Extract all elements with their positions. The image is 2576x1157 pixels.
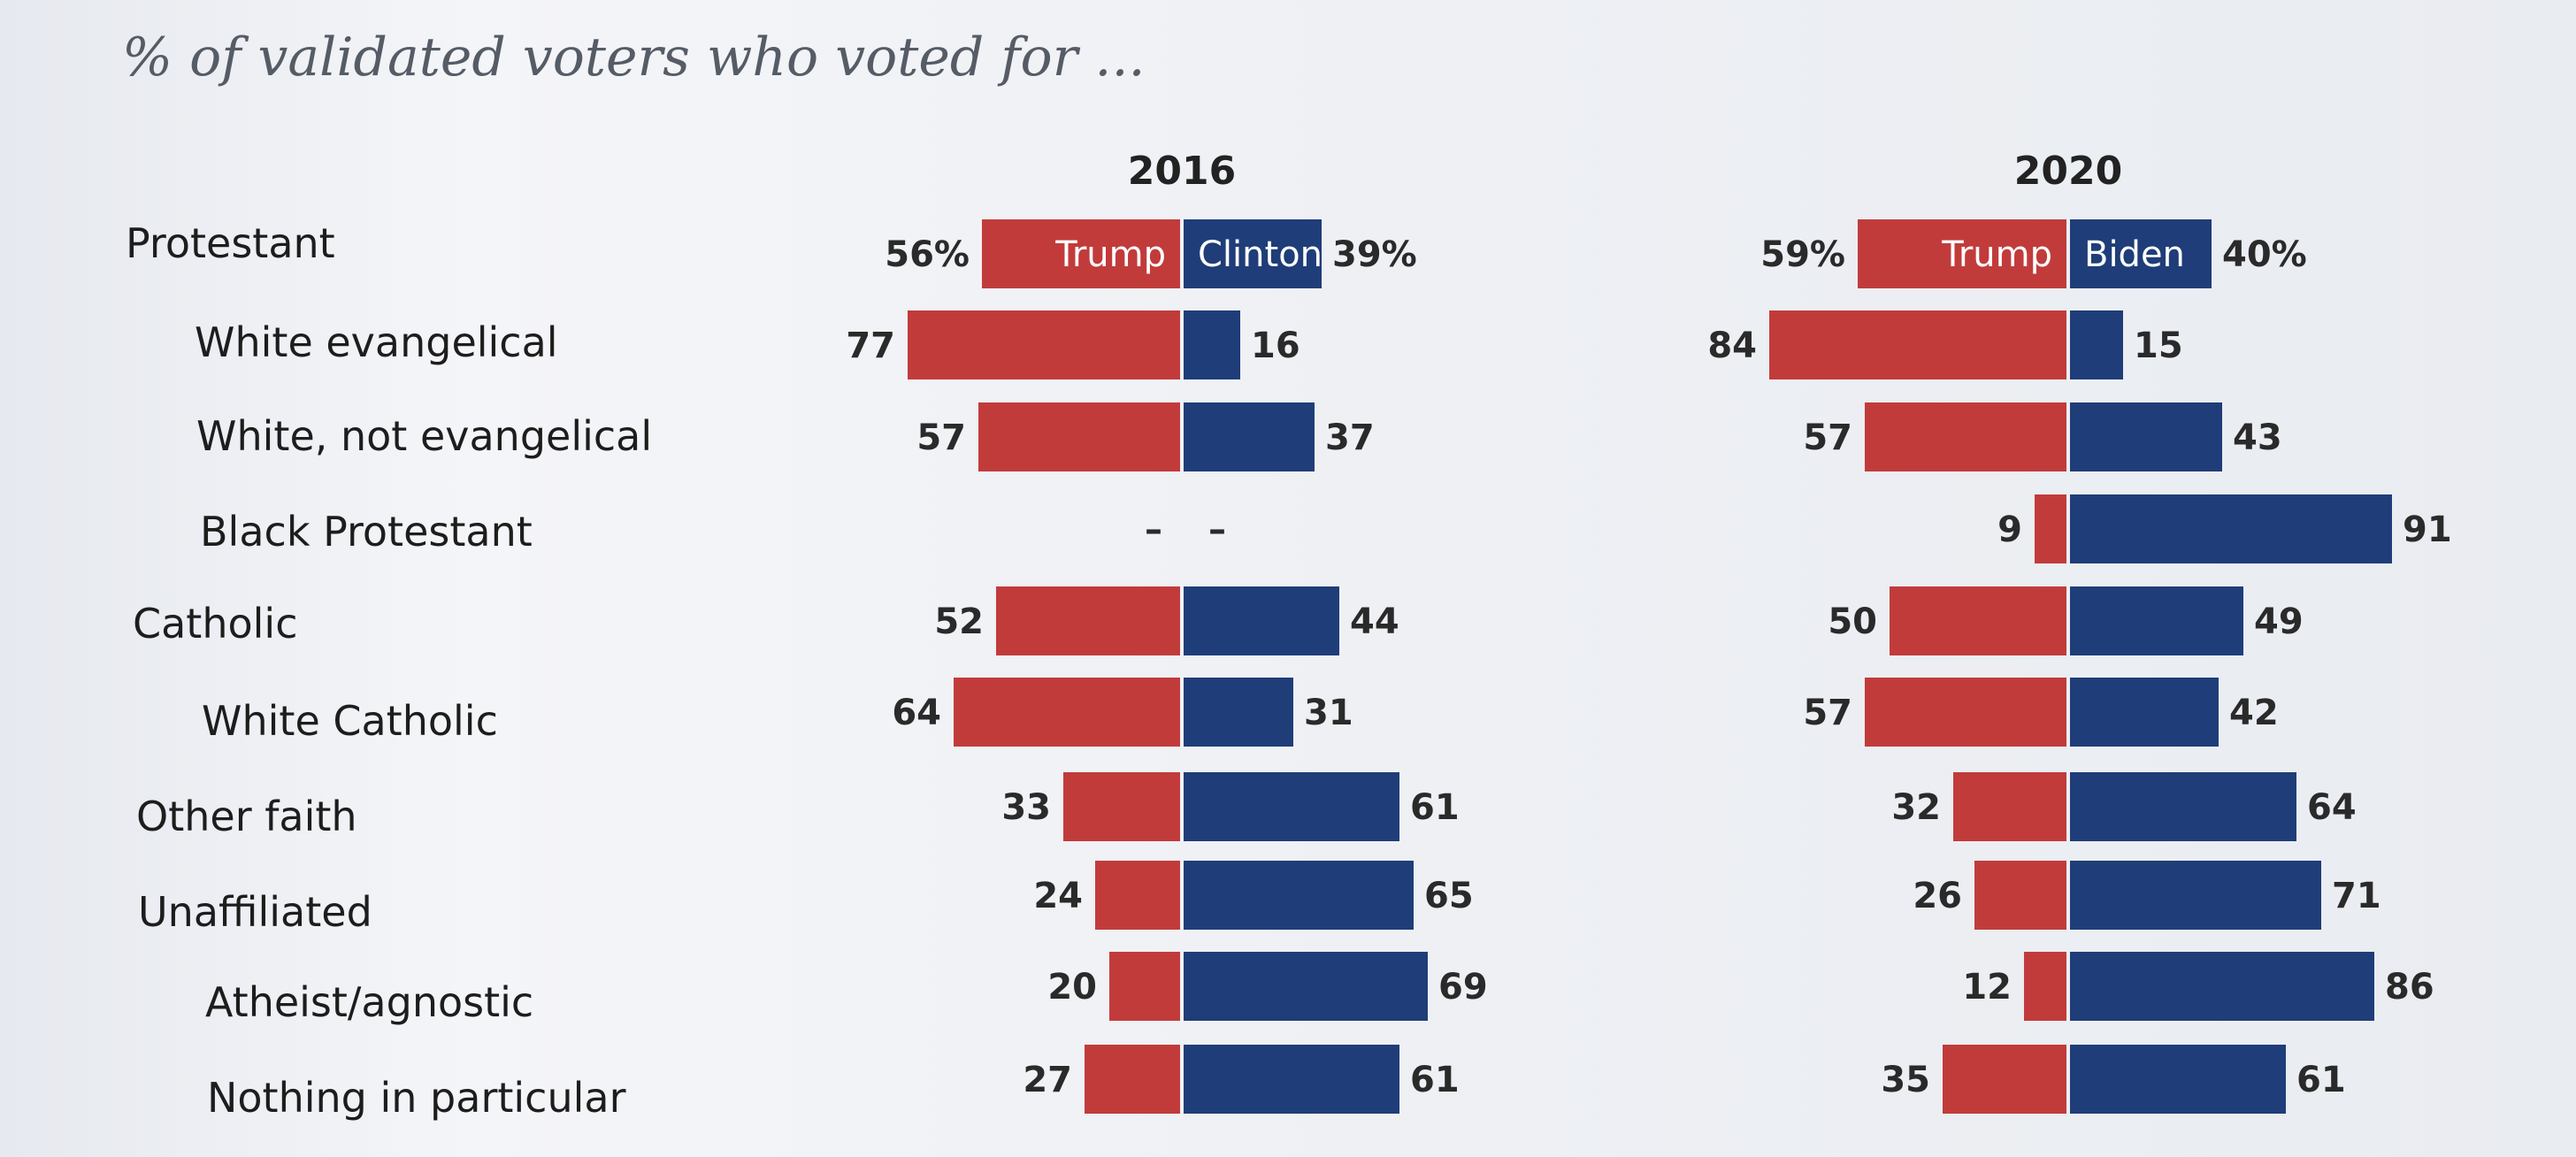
value-label-2016-clinton-row-2: 37 [1325,418,1375,458]
row-label-protestant: Protestant [126,219,335,267]
bar-2020-trump-row-7 [1974,861,2066,930]
value-label-2016-trump-row-2: 57 [916,418,966,458]
value-label-2020-biden-row-3: 91 [2403,510,2452,550]
row-label-white-catholic: White Catholic [202,697,498,745]
value-label-2020-trump-row-6: 32 [1891,787,1941,828]
value-label-2020-biden-row-6: 64 [2307,787,2357,828]
value-label-2016-clinton-row-1: 16 [1251,326,1300,366]
bar-2016-trump-row-1 [908,310,1180,379]
row-label-nothing-in-particular: Nothing in particular [207,1074,626,1122]
missing-marker-2016-trump: – [1145,510,1162,550]
year-heading-2016: 2016 [1127,149,1237,194]
bar-2016-trump-row-4 [996,586,1180,655]
bar-2016-clinton-row-1 [1184,310,1240,379]
bar-2020-biden-row-7 [2070,861,2321,930]
value-label-2020-biden-row-0: 40% [2222,234,2307,275]
value-label-2016-clinton-row-0: 39% [1332,234,1417,275]
series-label-2016-trump: Trump [1054,234,1166,275]
bar-2020-trump-row-2 [1865,402,2066,471]
bar-2020-biden-row-3 [2070,494,2392,563]
bar-2016-clinton-row-0 [1184,219,1322,288]
bar-2016-clinton-row-5 [1184,678,1293,747]
value-label-2020-biden-row-7: 71 [2332,876,2381,916]
value-label-2016-clinton-row-9: 61 [1410,1060,1460,1100]
value-label-2016-trump-row-8: 20 [1047,967,1097,1008]
value-label-2016-trump-row-4: 52 [934,601,984,642]
bar-2016-trump-row-5 [954,678,1180,747]
value-label-2016-trump-row-6: 33 [1001,787,1051,828]
value-label-2020-biden-row-8: 86 [2385,967,2434,1008]
bar-2020-biden-row-5 [2070,678,2219,747]
value-label-2016-trump-row-7: 24 [1033,876,1083,916]
row-label-atheist-agnostic: Atheist/agnostic [205,978,534,1026]
value-label-2020-trump-row-3: 9 [1997,510,2022,550]
row-label-white-not-evangelical: White, not evangelical [196,412,653,460]
bar-2020-trump-row-0 [1858,219,2066,288]
bar-2020-biden-row-4 [2070,586,2243,655]
chart-title: % of validated voters who voted for ... [122,27,1146,88]
row-label-catholic: Catholic [133,600,298,647]
value-label-2016-trump-row-9: 27 [1023,1060,1072,1100]
bar-2016-trump-row-0 [982,219,1180,288]
row-label-other-faith: Other faith [136,793,357,840]
value-label-2016-trump-row-5: 64 [892,693,941,733]
bar-2016-clinton-row-8 [1184,952,1428,1021]
bar-2016-trump-row-2 [978,402,1180,471]
bar-2016-clinton-row-4 [1184,586,1339,655]
bar-2016-trump-row-7 [1095,861,1180,930]
value-label-2016-trump-row-0: 56% [885,234,970,275]
value-label-2020-trump-row-5: 57 [1803,693,1852,733]
bar-2020-biden-row-0 [2070,219,2212,288]
value-label-2020-trump-row-4: 50 [1828,601,1877,642]
bar-2020-trump-row-9 [1943,1045,2066,1114]
value-label-2020-trump-row-2: 57 [1803,418,1852,458]
value-label-2020-biden-row-5: 42 [2229,693,2279,733]
bar-2020-trump-row-3 [2035,494,2066,563]
bar-2016-trump-row-8 [1109,952,1180,1021]
bar-2016-clinton-row-6 [1184,772,1399,841]
value-label-2016-trump-row-1: 77 [846,326,895,366]
row-label-unaffiliated: Unaffiliated [138,888,372,936]
value-label-2020-biden-row-1: 15 [2134,326,2183,366]
value-label-2020-biden-row-4: 49 [2254,601,2304,642]
value-label-2020-trump-row-0: 59% [1760,234,1845,275]
bar-2020-biden-row-9 [2070,1045,2286,1114]
bar-2020-trump-row-4 [1890,586,2066,655]
bar-2020-trump-row-5 [1865,678,2066,747]
series-label-2020-biden: Biden [2084,234,2185,275]
row-label-white-evangelical: White evangelical [195,318,558,366]
value-label-2020-biden-row-2: 43 [2233,418,2282,458]
year-heading-2020: 2020 [2013,149,2123,194]
bar-2020-biden-row-1 [2070,310,2123,379]
value-label-2020-trump-row-7: 26 [1913,876,1962,916]
row-label-black-protestant: Black Protestant [200,508,533,556]
missing-marker-2016-dem: – [1208,510,1226,550]
value-label-2016-clinton-row-7: 65 [1424,876,1474,916]
bar-2020-trump-row-1 [1769,310,2066,379]
value-label-2016-clinton-row-6: 61 [1410,787,1460,828]
bar-2020-biden-row-6 [2070,772,2296,841]
bar-2016-clinton-row-7 [1184,861,1414,930]
value-label-2016-clinton-row-4: 44 [1350,601,1399,642]
bar-2016-trump-row-6 [1063,772,1180,841]
bar-2020-trump-row-6 [1953,772,2066,841]
value-label-2020-biden-row-9: 61 [2296,1060,2346,1100]
bar-2016-clinton-row-2 [1184,402,1315,471]
value-label-2020-trump-row-9: 35 [1881,1060,1930,1100]
value-label-2020-trump-row-1: 84 [1707,326,1757,366]
value-label-2020-trump-row-8: 12 [1962,967,2012,1008]
series-label-2016-clinton: Clinton [1198,234,1322,275]
bar-2020-biden-row-8 [2070,952,2374,1021]
bar-2016-trump-row-9 [1085,1045,1180,1114]
series-label-2020-trump: Trump [1941,234,2052,275]
value-label-2016-clinton-row-5: 31 [1304,693,1353,733]
bar-2020-trump-row-8 [2024,952,2066,1021]
value-label-2016-clinton-row-8: 69 [1438,967,1488,1008]
bar-2020-biden-row-2 [2070,402,2222,471]
bar-2016-clinton-row-9 [1184,1045,1399,1114]
